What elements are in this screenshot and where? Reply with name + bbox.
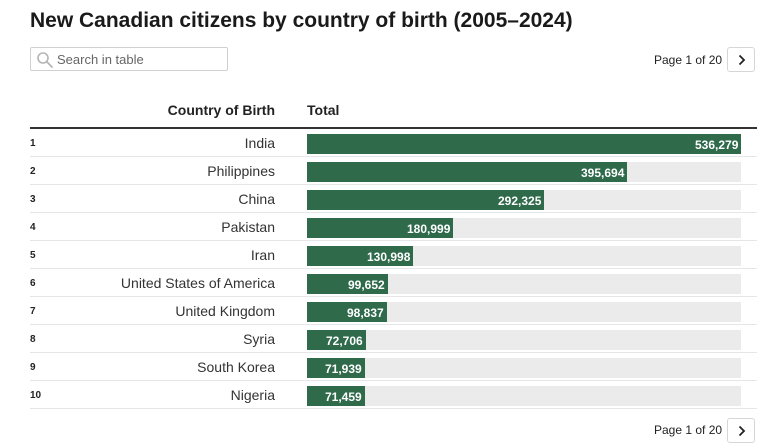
- search-input[interactable]: [57, 50, 222, 68]
- bar-track: 71,939: [307, 358, 741, 378]
- bar-track: 71,459: [307, 386, 741, 406]
- bar-value-label: 99,652: [348, 278, 385, 292]
- bar: [307, 218, 453, 238]
- bar: [307, 386, 365, 406]
- bar: [307, 134, 741, 154]
- table-row: 3 China 292,325: [30, 185, 757, 213]
- bar-track: 536,279: [307, 134, 741, 154]
- row-country-label: United Kingdom: [175, 303, 275, 319]
- search-icon: [36, 51, 54, 74]
- footer-pagination-label: Page 1 of 20: [654, 423, 723, 437]
- table-row: 10 Nigeria 71,459: [30, 381, 757, 409]
- row-rank: 9: [30, 362, 36, 373]
- table-row: 1 India 536,279: [30, 129, 757, 157]
- row-rank: 4: [30, 222, 36, 233]
- row-country-label: South Korea: [197, 359, 275, 375]
- row-country-label: Syria: [243, 331, 275, 347]
- footer-next-page-button[interactable]: [727, 418, 755, 443]
- bar-track: 72,706: [307, 330, 741, 350]
- row-country-label: Iran: [250, 247, 275, 263]
- table-row: 5 Iran 130,998: [30, 241, 757, 269]
- bar: [307, 330, 366, 350]
- bar-value-label: 130,998: [367, 250, 411, 264]
- next-page-button[interactable]: [727, 47, 755, 72]
- row-rank: 3: [30, 194, 36, 205]
- bar-track: 180,999: [307, 218, 741, 238]
- table-row: 9 South Korea 71,939: [30, 353, 757, 381]
- bar: [307, 274, 388, 294]
- bar-track: 130,998: [307, 246, 741, 266]
- bar-value-label: 395,694: [581, 166, 625, 180]
- row-rank: 2: [30, 166, 36, 177]
- bar-track: 99,652: [307, 274, 741, 294]
- header-divider: [30, 127, 757, 129]
- row-country-label: United States of America: [120, 275, 275, 291]
- chevron-right-icon: [738, 425, 746, 437]
- bar-value-label: 98,837: [347, 306, 384, 320]
- row-rank: 7: [30, 306, 36, 317]
- bar-track: 292,325: [307, 190, 741, 210]
- row-rank: 10: [30, 390, 42, 401]
- row-country-label: Pakistan: [221, 219, 275, 235]
- bar-value-label: 292,325: [498, 194, 542, 208]
- table-row: 8 Syria 72,706: [30, 325, 757, 353]
- bar-value-label: 71,459: [325, 390, 362, 404]
- row-rank: 1: [30, 138, 36, 149]
- row-rank: 8: [30, 334, 36, 345]
- bar: [307, 162, 627, 182]
- bar-value-label: 536,279: [695, 138, 739, 152]
- page-title: New Canadian citizens by country of birt…: [30, 9, 573, 32]
- bar-value-label: 72,706: [326, 334, 363, 348]
- bar-value-label: 71,939: [325, 362, 362, 376]
- row-country-label: Nigeria: [230, 387, 275, 403]
- column-header-total[interactable]: Total: [307, 102, 340, 118]
- table-row: 7 United Kingdom 98,837: [30, 297, 757, 325]
- chevron-right-icon: [738, 54, 746, 66]
- row-rank: 5: [30, 250, 36, 261]
- row-rank: 6: [30, 278, 36, 289]
- bar: [307, 358, 365, 378]
- table-row: 2 Philippines 395,694: [30, 157, 757, 185]
- bar: [307, 190, 544, 210]
- bar: [307, 246, 413, 266]
- table-row: 4 Pakistan 180,999: [30, 213, 757, 241]
- search-box[interactable]: [30, 47, 228, 71]
- row-country-label: Philippines: [207, 163, 275, 179]
- row-country-label: China: [238, 191, 275, 207]
- bar-value-label: 180,999: [407, 222, 451, 236]
- pagination-label: Page 1 of 20: [654, 53, 723, 67]
- table-row: 6 United States of America 99,652: [30, 269, 757, 297]
- row-country-label: India: [244, 135, 275, 151]
- bar-track: 395,694: [307, 162, 741, 182]
- bar: [307, 302, 387, 322]
- column-header-country[interactable]: Country of Birth: [167, 102, 275, 118]
- bar-track: 98,837: [307, 302, 741, 322]
